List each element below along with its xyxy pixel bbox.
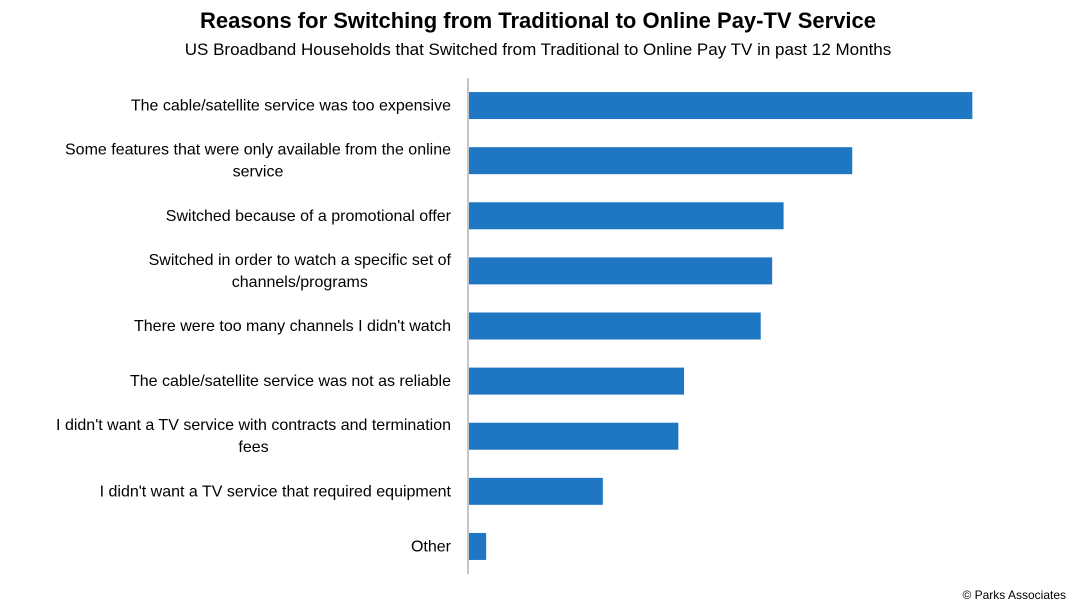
category-label: I didn't want a TV service that required… (100, 483, 452, 500)
category-label-line: The cable/satellite service was too expe… (131, 98, 451, 115)
category-label: Switched in order to watch a specific se… (149, 252, 452, 291)
category-label-line: service (233, 164, 284, 181)
bar (469, 92, 973, 120)
category-label: Some features that were only available f… (65, 142, 451, 181)
category-label: Other (411, 538, 452, 555)
copyright-credit: © Parks Associates (962, 588, 1066, 602)
category-label-line: The cable/satellite service was not as r… (130, 373, 451, 390)
category-label-line: Some features that were only available f… (65, 142, 451, 159)
category-label: I didn't want a TV service with contract… (56, 417, 451, 456)
bar (469, 312, 761, 340)
category-label-line: Switched in order to watch a specific se… (149, 252, 452, 269)
category-label-group: The cable/satellite service was too expe… (56, 98, 452, 556)
chart-title: Reasons for Switching from Traditional t… (199, 8, 877, 33)
bar (469, 147, 853, 175)
bar (469, 422, 679, 450)
category-label: There were too many channels I didn't wa… (134, 318, 451, 335)
bar (469, 367, 685, 395)
category-label: The cable/satellite service was too expe… (131, 98, 451, 115)
category-label-line: There were too many channels I didn't wa… (134, 318, 451, 335)
category-label: The cable/satellite service was not as r… (130, 373, 451, 390)
bar (469, 532, 487, 560)
category-label-line: channels/programs (232, 274, 368, 291)
chart-subtitle: US Broadband Households that Switched fr… (184, 40, 892, 59)
bar (469, 477, 603, 505)
category-label-line: Other (411, 538, 452, 555)
bar (469, 257, 773, 285)
category-label: Switched because of a promotional offer (166, 208, 452, 225)
bar (469, 202, 784, 230)
category-label-line: I didn't want a TV service that required… (100, 483, 452, 500)
category-label-line: I didn't want a TV service with contract… (56, 417, 451, 434)
category-label-line: Switched because of a promotional offer (166, 208, 452, 225)
bar-group (469, 92, 973, 560)
category-label-line: fees (238, 439, 268, 456)
